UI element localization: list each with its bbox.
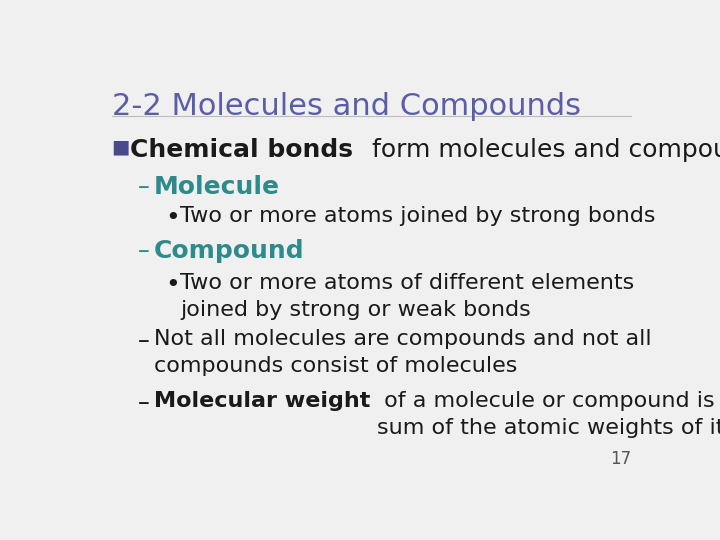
Text: •: • — [166, 206, 180, 230]
Text: –: – — [138, 175, 149, 199]
Text: –: – — [138, 391, 149, 415]
Text: ■: ■ — [111, 138, 130, 157]
Text: Molecule: Molecule — [154, 175, 280, 199]
Text: 17: 17 — [610, 450, 631, 468]
Text: Chemical bonds: Chemical bonds — [130, 138, 354, 161]
Text: Two or more atoms joined by strong bonds: Two or more atoms joined by strong bonds — [181, 206, 656, 226]
Text: –: – — [138, 329, 149, 353]
Text: of a molecule or compound is the
sum of the atomic weights of its atoms: of a molecule or compound is the sum of … — [377, 391, 720, 438]
Text: Compound: Compound — [154, 239, 305, 264]
Text: Not all molecules are compounds and not all
compounds consist of molecules: Not all molecules are compounds and not … — [154, 329, 652, 376]
Text: •: • — [166, 273, 180, 296]
Text: Molecular weight: Molecular weight — [154, 391, 371, 411]
Text: 2-2 Molecules and Compounds: 2-2 Molecules and Compounds — [112, 92, 581, 121]
Text: –: – — [138, 239, 149, 264]
Text: Two or more atoms of different elements
joined by strong or weak bonds: Two or more atoms of different elements … — [181, 273, 634, 320]
Text: form molecules and compounds: form molecules and compounds — [364, 138, 720, 161]
